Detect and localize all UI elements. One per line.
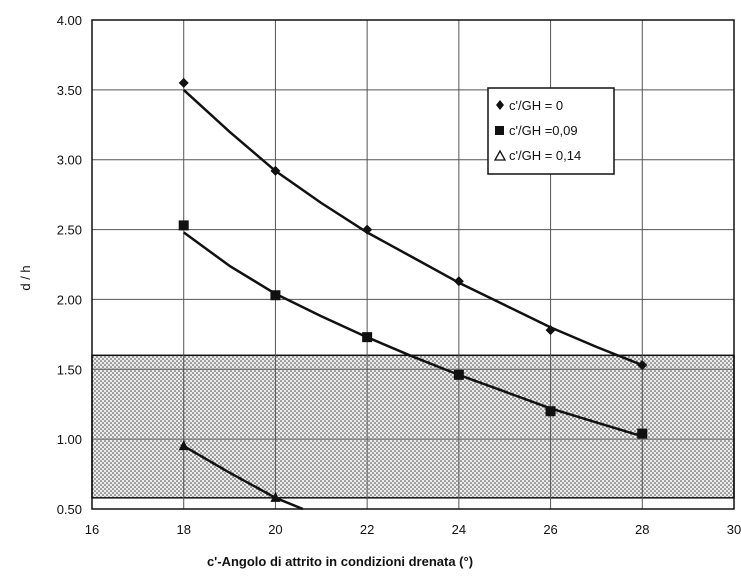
y-tick-label: 3.50: [57, 83, 82, 98]
data-point: [637, 360, 648, 371]
series-1: [178, 77, 648, 371]
x-tick-label: 30: [727, 522, 741, 537]
tick-labels-layer: 16 18 20 22 24 26 28 30 0.50 1.00 1.50 2.00 2.50 3.00…: [57, 13, 741, 537]
data-point: [453, 369, 464, 380]
x-axis-label: c'-Angolo di attrito in condizioni drena…: [207, 554, 473, 569]
data-point: [362, 332, 373, 343]
legend-marker-diamond: [496, 100, 504, 110]
data-point: [637, 428, 648, 439]
y-tick-label: 1.00: [57, 432, 82, 447]
legend-layer: c'/GH = 0 c'/GH =0,09 c'/GH = 0,14: [487, 87, 615, 175]
y-axis-label: d / h: [18, 265, 33, 290]
x-tick-label: 28: [635, 522, 649, 537]
data-point: [270, 491, 281, 502]
grid-layer: [92, 20, 734, 509]
data-point: [178, 220, 189, 231]
data-point: [545, 325, 556, 336]
y-tick-label: 2.00: [57, 292, 82, 307]
series-line: [182, 231, 643, 438]
data-point: [270, 165, 281, 176]
legend-box: [487, 87, 615, 175]
x-tick-label: 24: [452, 522, 466, 537]
shaded-band: [91, 354, 735, 499]
data-point: [270, 290, 281, 301]
y-tick-label: 1.50: [57, 362, 82, 377]
y-tick-label: 2.50: [57, 223, 82, 238]
series-line: [183, 445, 304, 511]
series-3: [178, 440, 304, 511]
shaded-band-layer: [91, 354, 735, 499]
x-tick-label: 16: [85, 522, 99, 537]
legend-marker-triangle: [493, 149, 507, 161]
plot-frame-layer: [91, 19, 735, 510]
x-tick-label: 26: [543, 522, 557, 537]
data-point: [178, 77, 189, 88]
y-tick-label: 3.00: [57, 153, 82, 168]
legend-entry-label: c'/GH = 0: [509, 98, 563, 113]
legend-marker-square: [495, 126, 504, 135]
x-tick-label: 22: [360, 522, 374, 537]
legend-entry-label: c'/GH =0,09: [509, 123, 578, 138]
series-layer: [178, 77, 648, 511]
data-point: [453, 276, 464, 287]
plot-area-frame: [91, 19, 735, 510]
data-point: [178, 440, 189, 451]
data-point: [545, 406, 556, 417]
series-line: [182, 88, 643, 367]
legend-entry-label: c'/GH = 0,14: [509, 148, 581, 163]
y-tick-label: 4.00: [57, 13, 82, 28]
x-tick-label: 18: [176, 522, 190, 537]
y-tick-label: 0.50: [57, 502, 82, 517]
series-2: [178, 220, 648, 439]
data-point: [362, 224, 373, 235]
x-tick-label: 20: [268, 522, 282, 537]
